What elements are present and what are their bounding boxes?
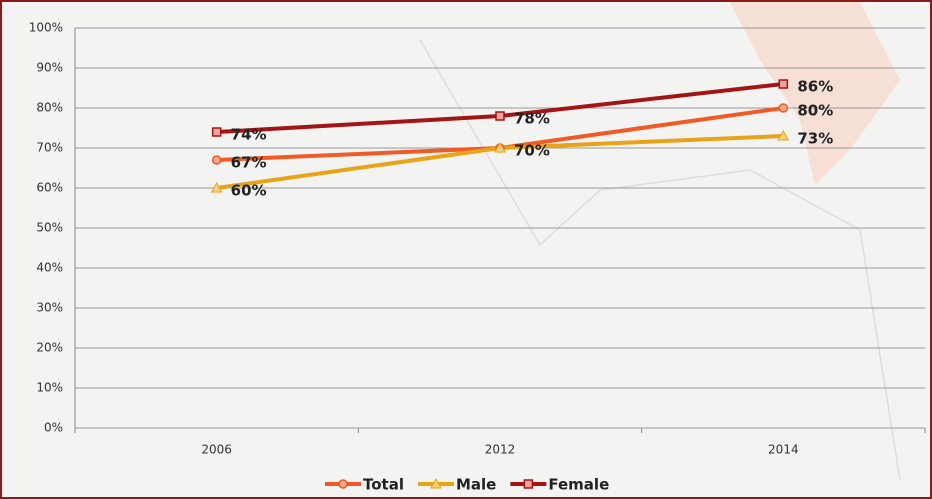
marker [495,111,505,121]
data-label: 74% [231,126,267,144]
legend-label: Total [363,476,404,494]
marker [494,141,506,153]
decoration [730,2,900,185]
data-label: 60% [231,182,267,200]
x-tick-label: 2012 [485,443,516,457]
y-tick-label: 10% [36,381,63,395]
data-label: 86% [797,78,833,96]
marker [430,477,442,489]
marker [211,127,222,137]
y-tick-label: 0% [44,421,63,435]
y-tick-label: 70% [36,141,63,155]
marker [778,103,789,113]
marker [210,181,223,193]
x-tick-label: 2006 [201,443,232,457]
y-tick-label: 40% [36,261,63,275]
marker [211,155,222,165]
y-tick-label: 100% [29,21,63,35]
legend-label: Male [456,476,496,494]
data-label: 73% [797,130,833,148]
y-tick-label: 60% [36,181,63,195]
data-label: 67% [231,154,267,172]
marker [338,479,348,489]
y-tick-label: 80% [36,101,63,115]
marker [523,479,534,489]
marker [777,129,790,141]
y-tick-label: 30% [36,301,63,315]
data-label: 70% [514,142,550,160]
marker [778,79,789,89]
y-tick-label: 20% [36,341,63,355]
decoration [419,39,901,481]
data-label: 80% [797,102,833,120]
legend-label: Female [548,476,609,494]
x-tick-label: 2014 [768,443,799,457]
y-tick-label: 90% [36,61,63,75]
y-tick-label: 50% [36,221,63,235]
data-label: 78% [514,110,550,128]
